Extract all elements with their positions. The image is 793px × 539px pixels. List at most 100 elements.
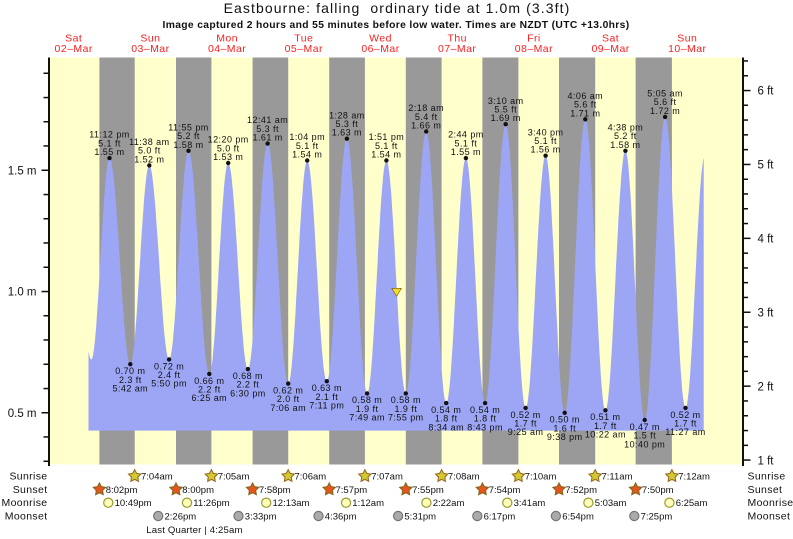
svg-text:3:33pm: 3:33pm: [245, 511, 277, 522]
svg-text:1.7 ft: 1.7 ft: [674, 419, 697, 429]
svg-text:0.54 m: 0.54 m: [470, 405, 500, 415]
svg-text:1.8 ft: 1.8 ft: [474, 414, 497, 424]
svg-text:5.6 ft: 5.6 ft: [574, 100, 597, 110]
svg-text:Moonset: Moonset: [748, 510, 791, 522]
svg-text:5.3 ft: 5.3 ft: [336, 119, 359, 129]
svg-text:7:07am: 7:07am: [371, 472, 403, 483]
svg-text:5.1 ft: 5.1 ft: [375, 141, 398, 151]
svg-text:Sunset: Sunset: [748, 484, 783, 496]
svg-text:5:03am: 5:03am: [595, 498, 627, 509]
svg-text:1.66 m: 1.66 m: [411, 121, 441, 131]
svg-text:Thu: Thu: [447, 32, 466, 44]
svg-text:Tue: Tue: [294, 32, 313, 44]
svg-text:0.58 m: 0.58 m: [391, 395, 421, 405]
svg-text:5.2 ft: 5.2 ft: [177, 131, 200, 141]
svg-text:1.8 ft: 1.8 ft: [435, 414, 458, 424]
svg-text:1.53 m: 1.53 m: [213, 152, 243, 162]
svg-text:Last Quarter | 4:25am: Last Quarter | 4:25am: [146, 525, 242, 536]
svg-text:2.4 ft: 2.4 ft: [158, 370, 181, 380]
svg-text:1:28 am: 1:28 am: [329, 110, 365, 120]
svg-text:8:43 pm: 8:43 pm: [467, 422, 503, 432]
svg-text:9:25 am: 9:25 am: [508, 427, 544, 437]
svg-text:11:12 pm: 11:12 pm: [89, 130, 129, 140]
svg-text:1.54 m: 1.54 m: [292, 150, 322, 160]
svg-text:Sat: Sat: [602, 32, 619, 44]
svg-text:02–Mar: 02–Mar: [55, 43, 93, 55]
svg-text:4 ft: 4 ft: [758, 234, 775, 246]
svg-text:2.2 ft: 2.2 ft: [237, 380, 260, 390]
svg-text:1.0 m: 1.0 m: [8, 287, 37, 299]
svg-text:7:52pm: 7:52pm: [565, 485, 597, 496]
svg-text:11:26pm: 11:26pm: [193, 498, 229, 509]
svg-text:7:54pm: 7:54pm: [489, 485, 521, 496]
svg-text:0.5 m: 0.5 m: [8, 408, 37, 420]
svg-text:5.1 ft: 5.1 ft: [534, 136, 557, 146]
svg-text:12:20 pm: 12:20 pm: [208, 135, 249, 145]
svg-text:6:25 am: 6:25 am: [191, 393, 227, 403]
svg-text:7:11 pm: 7:11 pm: [309, 401, 344, 411]
svg-text:3:41am: 3:41am: [514, 498, 546, 509]
svg-text:Eastbourne: falling ordinary: Eastbourne: falling ordinary tide at 1.0…: [224, 0, 571, 16]
svg-text:1.58 m: 1.58 m: [173, 140, 203, 150]
svg-text:0.70 m: 0.70 m: [115, 366, 145, 376]
svg-text:5.1 ft: 5.1 ft: [98, 138, 121, 148]
svg-text:11:27 am: 11:27 am: [665, 427, 705, 437]
svg-text:7:55 pm: 7:55 pm: [388, 413, 424, 423]
svg-text:6:17pm: 6:17pm: [484, 511, 516, 522]
svg-text:4:06 am: 4:06 am: [567, 91, 603, 101]
svg-text:7:25pm: 7:25pm: [641, 511, 673, 522]
svg-text:0.63 m: 0.63 m: [312, 383, 342, 393]
svg-text:8:00pm: 8:00pm: [182, 485, 214, 496]
svg-text:1.6 ft: 1.6 ft: [553, 423, 576, 433]
svg-text:7:05am: 7:05am: [218, 472, 250, 483]
svg-text:2.3 ft: 2.3 ft: [119, 375, 142, 385]
svg-text:0.58 m: 0.58 m: [352, 395, 382, 405]
svg-text:Sat: Sat: [65, 32, 82, 44]
svg-text:1.52 m: 1.52 m: [134, 154, 164, 164]
svg-text:1.58 m: 1.58 m: [610, 140, 640, 150]
svg-text:7:58pm: 7:58pm: [259, 485, 291, 496]
svg-text:7:04am: 7:04am: [141, 472, 173, 483]
svg-text:0.66 m: 0.66 m: [194, 376, 224, 386]
svg-text:9:38 pm: 9:38 pm: [547, 432, 583, 442]
svg-text:5:50 pm: 5:50 pm: [151, 379, 187, 389]
svg-text:0.52 m: 0.52 m: [670, 410, 700, 420]
svg-text:5.0 ft: 5.0 ft: [138, 146, 161, 156]
svg-text:8:02pm: 8:02pm: [106, 485, 138, 496]
svg-text:5.2 ft: 5.2 ft: [614, 131, 637, 141]
svg-text:2.0 ft: 2.0 ft: [277, 394, 300, 404]
svg-text:7:11am: 7:11am: [602, 472, 633, 483]
svg-text:7:55pm: 7:55pm: [412, 485, 444, 496]
svg-text:1.9 ft: 1.9 ft: [394, 404, 417, 414]
svg-text:11:38 am: 11:38 am: [129, 137, 169, 147]
svg-text:10–Mar: 10–Mar: [668, 43, 706, 55]
svg-text:1.5 ft: 1.5 ft: [633, 431, 656, 441]
svg-text:1:04 pm: 1:04 pm: [289, 132, 325, 142]
svg-text:Fri: Fri: [527, 32, 541, 44]
svg-text:0.62 m: 0.62 m: [273, 386, 303, 396]
svg-text:6:25am: 6:25am: [676, 498, 708, 509]
svg-text:Sunrise: Sunrise: [748, 471, 786, 483]
svg-text:12:13am: 12:13am: [273, 498, 310, 509]
svg-text:5:05 am: 5:05 am: [647, 89, 683, 99]
svg-text:1.54 m: 1.54 m: [371, 150, 401, 160]
svg-text:5:31pm: 5:31pm: [404, 511, 436, 522]
svg-text:2 ft: 2 ft: [758, 381, 775, 393]
svg-text:08–Mar: 08–Mar: [515, 43, 553, 55]
svg-text:1.61 m: 1.61 m: [252, 133, 282, 143]
svg-text:Moonset: Moonset: [5, 510, 48, 522]
svg-text:0.72 m: 0.72 m: [154, 361, 184, 371]
svg-text:1.63 m: 1.63 m: [332, 128, 362, 138]
svg-text:0.47 m: 0.47 m: [630, 422, 660, 432]
svg-text:Sun: Sun: [677, 32, 697, 44]
svg-text:Image captured 2 hours and 55: Image captured 2 hours and 55 minutes be…: [162, 20, 629, 31]
svg-text:1.71 m: 1.71 m: [570, 108, 600, 118]
svg-text:Mon: Mon: [216, 32, 238, 44]
svg-text:0.52 m: 0.52 m: [510, 410, 540, 420]
svg-text:5.4 ft: 5.4 ft: [415, 112, 438, 122]
svg-text:7:49 am: 7:49 am: [349, 413, 385, 423]
svg-text:5.0 ft: 5.0 ft: [217, 143, 240, 153]
svg-text:Sunset: Sunset: [13, 484, 48, 496]
svg-text:6:54pm: 6:54pm: [562, 511, 594, 522]
svg-text:Sun: Sun: [140, 32, 160, 44]
